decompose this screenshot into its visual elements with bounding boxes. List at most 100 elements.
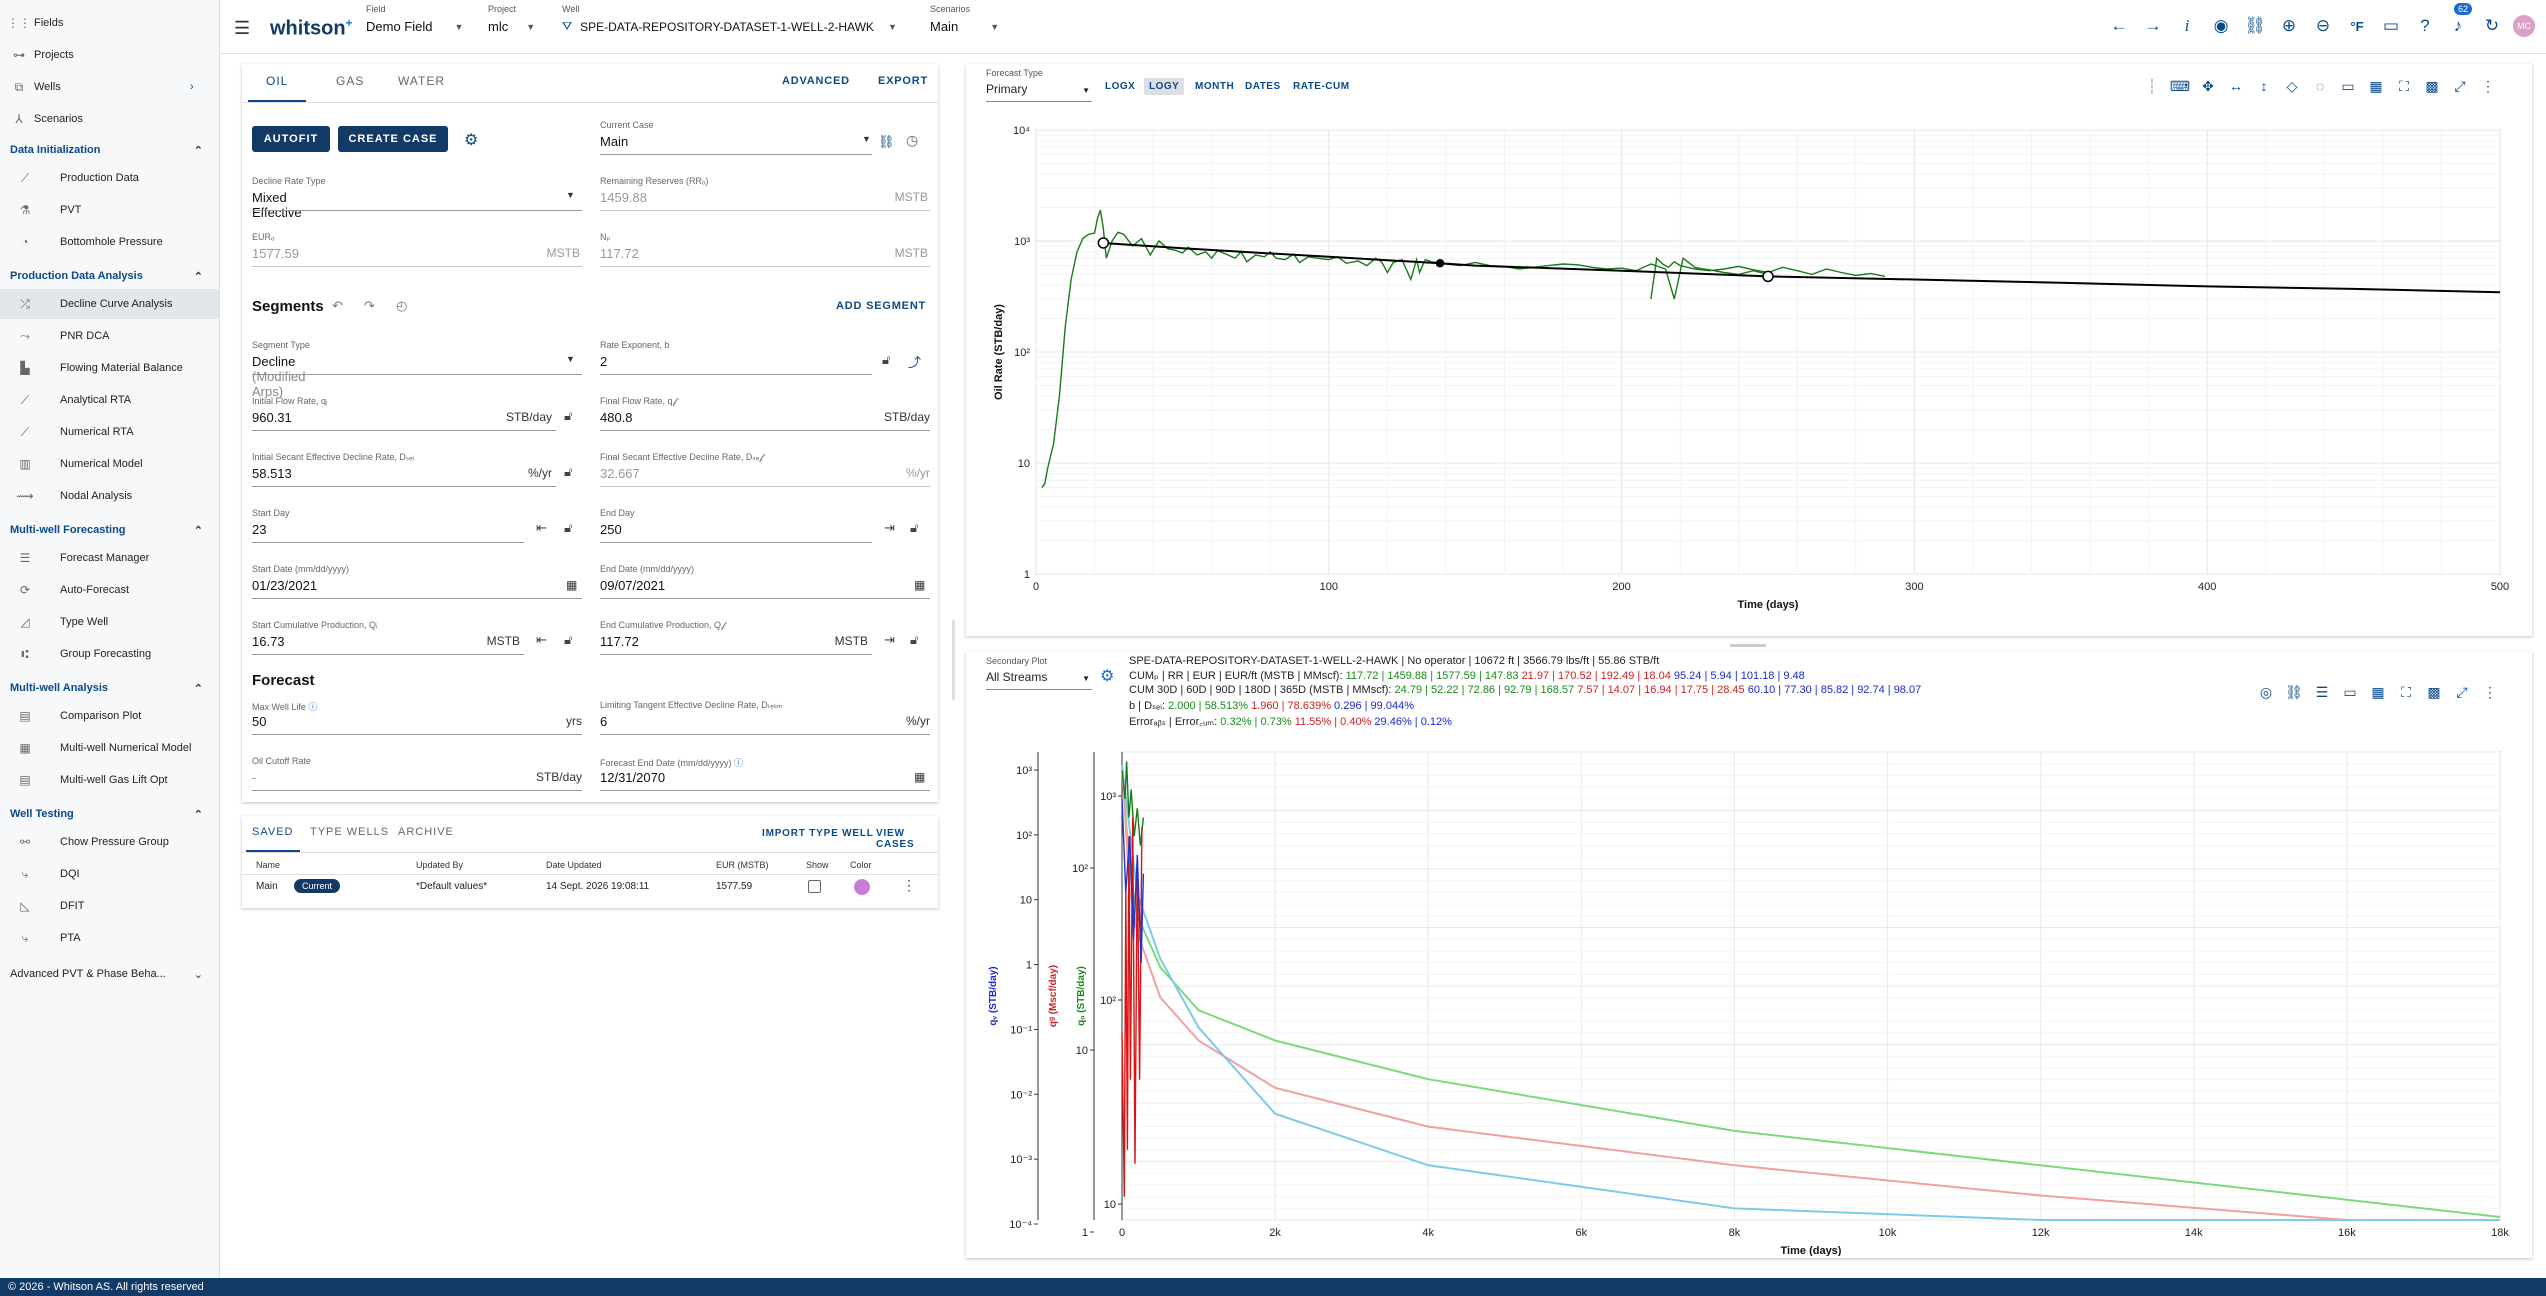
tab-gas[interactable]: GAS <box>336 74 365 88</box>
table-icon[interactable]: ▦ <box>2369 77 2383 94</box>
download-icon[interactable]: ⊖ <box>2315 16 2331 35</box>
current-case-select[interactable]: Current Case Main ▼ <box>600 120 872 155</box>
end-day-input[interactable]: End Day 250 ⇥ 🔓︎ <box>600 508 918 543</box>
secondary-plot-select[interactable]: All Streams ▼ <box>986 670 1092 690</box>
table-row[interactable]: Main Current *Default values* 14 Sept. 2… <box>256 877 916 895</box>
lock-open-icon[interactable]: 🔓︎ <box>882 352 891 367</box>
more-vert-icon[interactable]: ⋮ <box>2483 683 2497 700</box>
link-icon[interactable]: ⛓ <box>2244 16 2266 35</box>
forward-arrow-icon[interactable]: → <box>2144 16 2162 35</box>
temperature-unit-icon[interactable]: °F <box>2350 18 2364 34</box>
initial-secant-decline-input[interactable]: Initial Secant Effective Decline Rate, D… <box>252 452 572 487</box>
import-type-well-button[interactable]: IMPORT TYPE WELL <box>762 828 874 839</box>
tab-oil[interactable]: OIL <box>266 74 289 88</box>
tab-archive[interactable]: ARCHIVE <box>398 826 454 838</box>
refresh-icon[interactable]: ↻ <box>2484 16 2500 35</box>
decline-rate-type-select[interactable]: Decline Rate Type Mixed Effective ▼ <box>252 176 582 220</box>
forecast-type-select[interactable]: Primary ▼ <box>986 82 1092 102</box>
end-cum-production-input[interactable]: End Cumulative Production, Q𝒻 117.72 MST… <box>600 620 918 655</box>
redo-icon[interactable]: ↷ <box>364 298 375 313</box>
sidebar-item-fields[interactable]: ⋮⋮ Fields <box>7 16 64 30</box>
menu-icon[interactable]: ☰ <box>234 18 251 38</box>
sidebar-item-multi-well-numerical-model[interactable]: ▦ Multi-well Numerical Model <box>0 733 219 763</box>
zoom-fit-icon[interactable]: ⛶ <box>2401 683 2411 700</box>
sidebar-section-data-initialization[interactable]: Data Initialization ⌃ <box>10 144 203 157</box>
end-date-input[interactable]: End Date (mm/dd/yyyy) 09/07/2021 ▦ <box>600 564 930 599</box>
sidebar-item-flowing-material-balance[interactable]: ▙ Flowing Material Balance <box>0 353 219 383</box>
notifications-bell-icon[interactable]: ♪ <box>2453 16 2463 35</box>
case-color-swatch[interactable] <box>854 879 870 895</box>
start-day-input[interactable]: Start Day 23 ⇤ 🔓︎ <box>252 508 572 543</box>
expand-icon[interactable]: ⤢ <box>2456 683 2468 700</box>
oil-cutoff-rate-input[interactable]: Oil Cutoff Rate - STB/day <box>252 756 582 791</box>
final-flow-rate-input[interactable]: Final Flow Rate, q𝒻 480.8 STB/day <box>600 396 930 431</box>
sidebar-item-dqi[interactable]: ⤷ DQI <box>0 859 219 889</box>
sidebar-item-numerical-rta[interactable]: ⟋ Numerical RTA <box>0 417 219 447</box>
view-cases-button[interactable]: VIEW CASES <box>876 828 915 850</box>
more-vert-icon[interactable]: ⋮ <box>902 877 916 893</box>
field-selector[interactable]: Field Demo Field ▼ <box>366 4 464 34</box>
globe-icon[interactable]: ◉ <box>2213 16 2229 35</box>
sidebar-item-nodal-analysis[interactable]: ⟿ Nodal Analysis <box>16 489 133 503</box>
scenario-selector[interactable]: Scenarios Main ▼ <box>930 4 1000 34</box>
lock-open-icon[interactable]: 🔓︎ <box>564 520 573 535</box>
tab-type-wells[interactable]: TYPE WELLS <box>310 826 390 838</box>
avatar[interactable]: MC <box>2513 15 2535 37</box>
settings-gear-icon[interactable]: ⚙ <box>1100 668 1115 685</box>
calendar-icon[interactable]: ▦ <box>914 578 926 592</box>
toggle-logy[interactable]: LOGY <box>1144 78 1185 95</box>
chat-icon[interactable]: ▭ <box>2382 16 2400 35</box>
calendar-icon[interactable]: ▦ <box>914 770 926 784</box>
grid-icon[interactable]: ▩ <box>2427 683 2441 700</box>
sidebar-section-advanced-pvt[interactable]: Advanced PVT & Phase Beha... ⌄ <box>10 968 203 981</box>
panel-resize-handle[interactable] <box>952 620 955 700</box>
check-circle-icon[interactable]: ◷ <box>906 132 919 148</box>
trend-icon[interactable]: ⤴ <box>908 355 922 370</box>
horizontal-resize-icon[interactable]: ↔ <box>2229 78 2243 94</box>
more-vert-icon[interactable]: ⋮ <box>2481 77 2495 94</box>
jump-start-icon[interactable]: ⇤ <box>536 632 547 647</box>
info-circle-icon[interactable]: ⓘ <box>734 758 744 768</box>
rate-time-chart[interactable]: 0 100 200 300 400 500 1 10 10² 10³ 10⁴ Time (days) O… <box>966 114 2532 634</box>
list-icon[interactable]: ☰ <box>2315 683 2329 700</box>
sidebar-item-dfit[interactable]: ◺ DFIT <box>0 891 219 921</box>
start-date-input[interactable]: Start Date (mm/dd/yyyy) 01/23/2021 ▦ <box>252 564 582 599</box>
max-well-life-input[interactable]: Max Well Life ⓘ 50 yrs <box>252 700 582 735</box>
back-arrow-icon[interactable]: ← <box>2110 16 2128 35</box>
sidebar-item-scenarios[interactable]: ⅄ Scenarios <box>0 104 219 134</box>
calendar-icon[interactable]: ▦ <box>566 578 578 592</box>
jump-end-icon[interactable]: ⇥ <box>884 632 895 647</box>
add-segment-button[interactable]: ADD SEGMENT <box>836 300 927 312</box>
sidebar-section-multi-well-analysis[interactable]: Multi-well Analysis ⌃ <box>10 682 203 695</box>
link-off-icon[interactable]: ⛓ <box>2285 683 2303 700</box>
visibility-off-icon[interactable]: ◎ <box>2259 683 2273 700</box>
lasso-icon[interactable]: ◌ <box>2315 78 2325 94</box>
toggle-dates[interactable]: DATES <box>1245 81 1281 92</box>
sidebar-item-wells[interactable]: ⧉ Wells › <box>0 72 219 102</box>
plot-splitter-handle[interactable] <box>1730 644 1766 647</box>
toggle-logx[interactable]: LOGX <box>1105 81 1136 92</box>
sidebar-section-production-data-analysis[interactable]: Production Data Analysis ⌃ <box>10 270 203 283</box>
undo-icon[interactable]: ↶ <box>332 298 343 313</box>
advanced-button[interactable]: ADVANCED <box>782 75 850 87</box>
start-cum-production-input[interactable]: Start Cumulative Production, Qᵢ 16.73 MS… <box>252 620 572 655</box>
forecast-end-date-input[interactable]: Forecast End Date (mm/dd/yyyy) ⓘ 12/31/2… <box>600 756 930 791</box>
info-circle-icon[interactable]: ⓘ <box>308 702 318 712</box>
help-icon[interactable]: ? <box>2420 16 2430 35</box>
sidebar-item-production-data[interactable]: ⟋ Production Data <box>0 163 219 193</box>
lock-open-icon[interactable]: 🔓︎ <box>564 464 573 479</box>
export-button[interactable]: EXPORT <box>878 75 929 87</box>
sidebar-item-decline-curve-analysis[interactable]: ⤮ Decline Curve Analysis <box>0 289 219 319</box>
lock-open-icon[interactable]: 🔓︎ <box>910 632 919 647</box>
sidebar-item-auto-forecast[interactable]: ⟳ Auto-Forecast <box>0 575 219 605</box>
tune-icon[interactable]: ⚙ <box>464 132 479 149</box>
zoom-fit-icon[interactable]: ⛶ <box>2399 77 2409 94</box>
sidebar-item-chow-pressure-group[interactable]: ⚯ Chow Pressure Group <box>0 827 219 857</box>
sidebar-item-pta[interactable]: ⤷ PTA <box>0 923 219 953</box>
jump-end-icon[interactable]: ⇥ <box>884 520 895 535</box>
diamond-icon[interactable]: ◇ <box>2286 77 2298 94</box>
limiting-tangent-decline-input[interactable]: Limiting Tangent Effective Decline Rate,… <box>600 700 930 735</box>
all-streams-chart[interactable]: 0 2k 4k 6k 8k 10k 12k 14k 16k 18k Time (days) 10⁻⁴ 1… <box>966 742 2532 1256</box>
sidebar-item-pvt[interactable]: ⚗ PVT <box>0 195 219 225</box>
segment-type-select[interactable]: Segment Type Decline (Modified Arps) ▼ <box>252 340 582 399</box>
